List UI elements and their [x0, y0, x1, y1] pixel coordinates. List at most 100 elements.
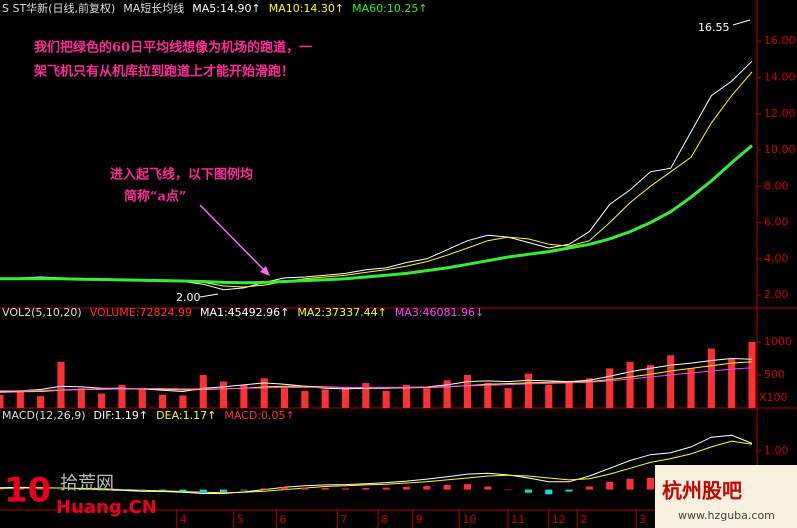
- bar: [16, 391, 24, 408]
- bar: [382, 487, 390, 490]
- bar: [138, 389, 146, 408]
- y-tick-label: 6.00: [764, 216, 789, 229]
- bar: [646, 477, 654, 490]
- bar: [179, 489, 187, 492]
- bar: [504, 489, 512, 491]
- y-tick-label: 8.00: [764, 179, 789, 192]
- header-text: DEA:1.17↑: [156, 409, 216, 422]
- bar: [77, 388, 85, 408]
- high-label: 16.55: [698, 21, 730, 34]
- bar: [484, 382, 492, 408]
- bar: [37, 396, 45, 408]
- bar: [382, 390, 390, 408]
- bar: [260, 488, 268, 490]
- x-tick-label: 11: [511, 513, 525, 526]
- y-tick-label: 500: [764, 368, 785, 381]
- bar: [240, 384, 248, 408]
- x-tick-label: 4: [180, 513, 187, 526]
- x-tick-label: 9: [416, 513, 423, 526]
- y-tick-label: 14.00: [764, 70, 796, 83]
- bar: [240, 489, 248, 491]
- line-series: [0, 144, 753, 285]
- y-tick-label: 2.00: [764, 288, 789, 301]
- header-text: MA60:10.25↑: [352, 2, 427, 15]
- low-pointer: [199, 293, 219, 298]
- bar: [667, 355, 675, 408]
- bar: [280, 388, 289, 408]
- bar: [524, 489, 532, 493]
- header-text: MA2:37337.44↑: [297, 306, 386, 319]
- y-tick-label: 10.00: [764, 143, 796, 156]
- bar: [565, 381, 573, 408]
- bar: [199, 375, 207, 408]
- bar: [98, 489, 106, 491]
- bar: [626, 478, 634, 490]
- bar: [606, 481, 614, 490]
- bar: [463, 375, 472, 408]
- watermark-box: [655, 465, 797, 528]
- bar: [443, 484, 451, 490]
- x-tick-label: 7: [340, 513, 347, 526]
- x-tick-label: 10: [462, 513, 476, 526]
- bar: [0, 488, 4, 490]
- header-text: VOL2(5,10,20): [2, 306, 82, 319]
- x-tick-label: 3: [639, 513, 646, 526]
- bar: [545, 489, 553, 495]
- header-text: MACD:0.05↑: [224, 409, 294, 422]
- bar: [98, 393, 106, 408]
- header-text: MA5:14.90↑: [192, 2, 260, 15]
- line-series: [0, 367, 753, 392]
- watermark: www.hzguba.com: [678, 509, 775, 522]
- y-tick-label: 16.00: [764, 34, 796, 47]
- bar: [199, 489, 207, 493]
- bar: [341, 386, 350, 408]
- bar: [57, 489, 65, 491]
- bar: [301, 487, 309, 490]
- low-label: 2.00: [176, 291, 201, 304]
- watermark: 拾荒网: [60, 473, 114, 494]
- bar: [260, 378, 268, 408]
- bar: [220, 381, 228, 408]
- header-text: MACD(12,26,9): [2, 409, 86, 422]
- annotation: 进入起飞线，以下图例均: [110, 167, 253, 183]
- watermark: 10: [4, 471, 51, 511]
- annotation: 架飞机只有从机库拉到跑道上才能开始滑跑！: [33, 64, 294, 80]
- bar: [585, 378, 593, 408]
- bar: [16, 488, 24, 490]
- bar: [118, 384, 126, 408]
- bar: [463, 484, 472, 490]
- annotation: 我们把绿色的60日平均线想像为机场的跑道，一: [34, 40, 312, 56]
- x-tick-label: 6: [279, 513, 286, 526]
- bar: [321, 389, 329, 408]
- bar: [687, 368, 695, 408]
- arrow: [199, 204, 269, 275]
- bar: [118, 489, 126, 491]
- bar: [626, 361, 634, 408]
- y-tick-label: 4.00: [764, 252, 789, 265]
- x-tick-label: 5: [237, 513, 244, 526]
- annotation: 简称“a点”: [124, 189, 186, 205]
- watermark: 杭州股吧: [662, 479, 742, 503]
- header-text: S ST华新(日线,前复权): [2, 1, 115, 15]
- bar: [748, 342, 756, 408]
- bar: [362, 488, 370, 490]
- bar: [159, 489, 167, 491]
- bar: [57, 361, 65, 408]
- x-tick-label: 8: [381, 513, 388, 526]
- header-text: MA短长均线: [123, 1, 184, 15]
- bar: [220, 489, 228, 492]
- bar: [443, 380, 451, 408]
- header-text: DIF:1.19↑: [94, 409, 149, 422]
- y-tick-label: 1.00: [764, 444, 789, 457]
- header-text: MA1:45492.96↑: [200, 306, 289, 319]
- y-tick-label: 12.00: [764, 107, 796, 120]
- bar: [484, 486, 492, 490]
- bar: [138, 489, 146, 491]
- bar: [321, 488, 329, 490]
- bar: [565, 489, 573, 492]
- bar: [423, 486, 431, 490]
- bar: [524, 373, 532, 408]
- bar: [402, 486, 411, 490]
